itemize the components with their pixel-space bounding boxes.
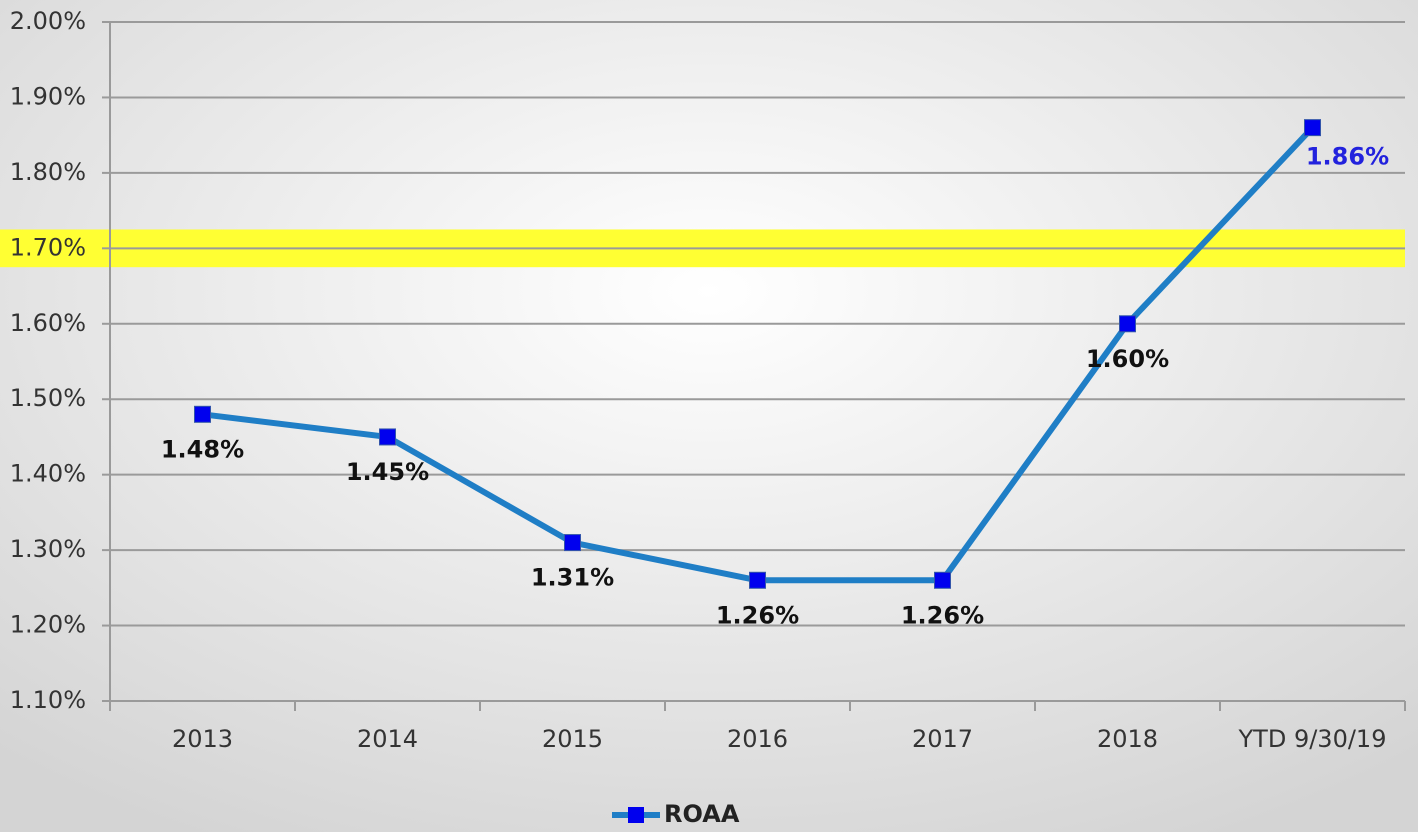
legend-label: ROAA (664, 800, 740, 828)
x-tick-label: 2015 (542, 725, 603, 753)
x-tick-label: YTD 9/30/19 (1238, 725, 1387, 753)
marker (379, 428, 396, 446)
marker (564, 534, 581, 552)
y-tick-label: 1.30% (10, 535, 86, 563)
y-tick-label: 1.10% (10, 686, 86, 714)
y-tick-label: 1.80% (10, 158, 86, 186)
marker (749, 571, 766, 589)
data-label: 1.31% (531, 564, 614, 592)
x-tick-label: 2016 (727, 725, 788, 753)
data-label: 1.26% (901, 601, 984, 629)
y-tick-label: 1.70% (10, 233, 86, 261)
marker (1119, 315, 1136, 333)
data-label: 1.60% (1086, 345, 1169, 373)
x-tick-label: 2017 (912, 725, 973, 753)
legend-marker (628, 807, 644, 823)
y-tick-label: 1.40% (10, 460, 86, 488)
x-tick-label: 2013 (172, 725, 233, 753)
y-tick-label: 1.20% (10, 611, 86, 639)
data-label: 1.45% (346, 458, 429, 486)
data-label: 1.48% (161, 435, 244, 463)
marker (934, 571, 951, 589)
marker (194, 405, 211, 423)
data-label: 1.86% (1306, 143, 1389, 171)
marker (1304, 119, 1321, 137)
y-tick-label: 1.50% (10, 384, 86, 412)
y-tick-label: 1.60% (10, 309, 86, 337)
x-tick-label: 2014 (357, 725, 418, 753)
x-tick-label: 2018 (1097, 725, 1158, 753)
y-tick-label: 2.00% (10, 7, 86, 35)
data-label: 1.26% (716, 601, 799, 629)
y-tick-label: 1.90% (10, 82, 86, 110)
